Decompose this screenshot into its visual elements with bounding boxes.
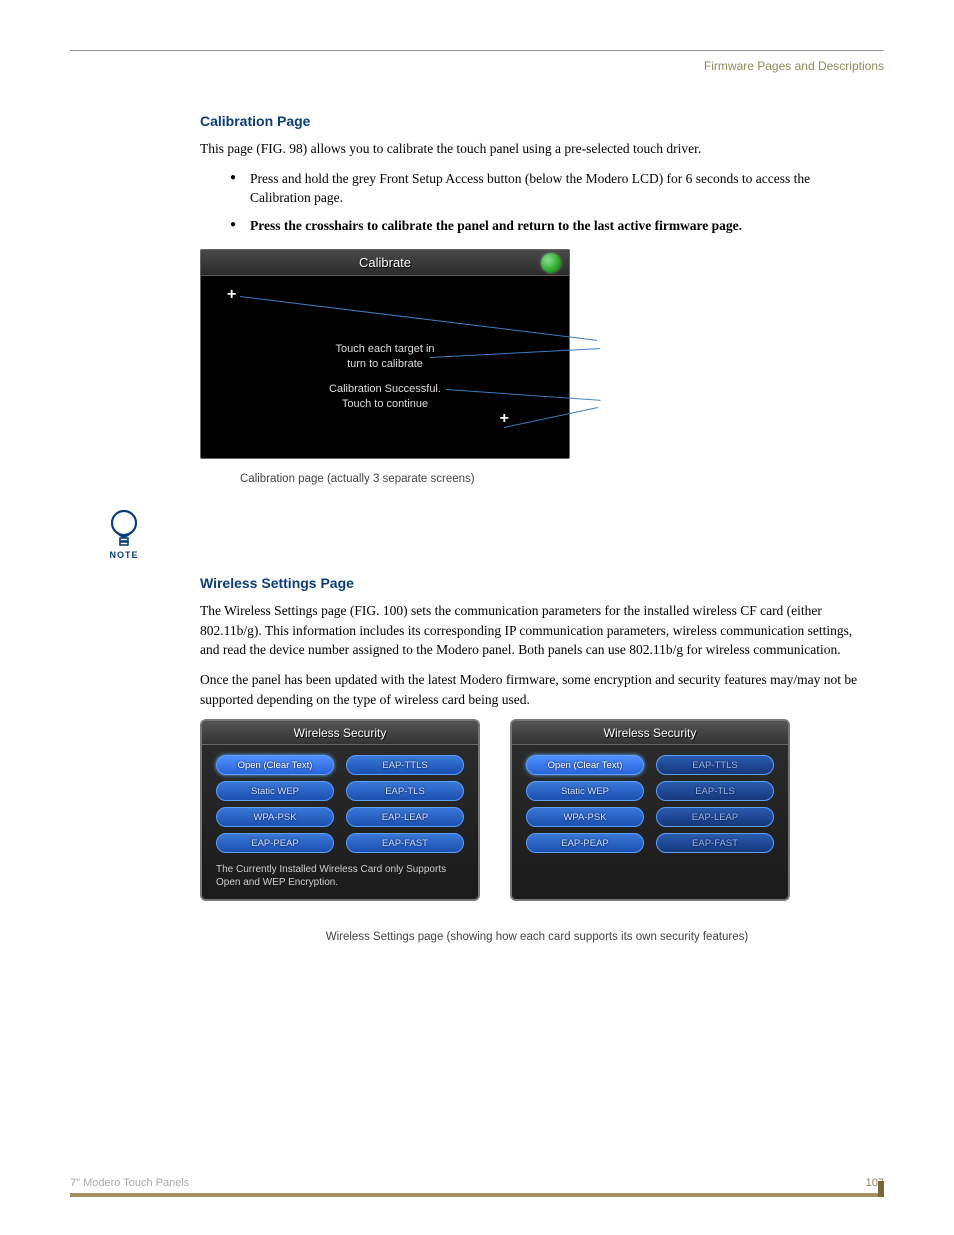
sec-btn-wpa-psk[interactable]: WPA-PSK — [526, 807, 644, 827]
bullet-text: Press and hold the grey Front Setup Acce… — [250, 171, 810, 206]
sec-btn-open[interactable]: Open (Clear Text) — [526, 755, 644, 775]
sec-btn-eap-ttls[interactable]: EAP-TTLS — [346, 755, 464, 775]
calibration-bullets: Press and hold the grey Front Setup Acce… — [230, 169, 874, 236]
wireless-figure: Wireless Security Open (Clear Text) EAP-… — [200, 719, 874, 901]
sec-btn-eap-peap[interactable]: EAP-PEAP — [526, 833, 644, 853]
bullet-item: Press the crosshairs to calibrate the pa… — [230, 216, 874, 236]
sec-btn-static-wep[interactable]: Static WEP — [526, 781, 644, 801]
calibrate-screenshot: Calibrate + + Touch each target in turn … — [200, 249, 570, 459]
running-header: Firmware Pages and Descriptions — [70, 59, 884, 73]
wireless-para-2: Once the panel has been updated with the… — [200, 670, 874, 709]
page-footer: 7" Modero Touch Panels 107 — [70, 1177, 884, 1197]
footer-doc-title: 7" Modero Touch Panels — [70, 1177, 189, 1189]
wireless-security-panel-right: Wireless Security Open (Clear Text) EAP-… — [510, 719, 790, 901]
msg-line: Touch to continue — [342, 398, 428, 410]
calibration-caption: Calibration page (actually 3 separate sc… — [240, 473, 874, 485]
sec-btn-eap-tls[interactable]: EAP-TLS — [346, 781, 464, 801]
note-callout: NOTE — [106, 508, 142, 560]
calibrate-msg-1: Touch each target in turn to calibrate — [201, 342, 569, 371]
calibration-figure: Calibrate + + Touch each target in turn … — [200, 249, 874, 485]
wireless-caption: Wireless Settings page (showing how each… — [200, 931, 874, 943]
bullet-item: Press and hold the grey Front Setup Acce… — [230, 169, 874, 208]
calibration-heading: Calibration Page — [200, 113, 874, 129]
msg-line: Touch each target in — [335, 343, 434, 355]
footer-accent — [878, 1181, 884, 1197]
wireless-security-panel-left: Wireless Security Open (Clear Text) EAP-… — [200, 719, 480, 901]
wireless-heading: Wireless Settings Page — [200, 575, 874, 591]
calibrate-title: Calibrate — [359, 255, 411, 270]
wireless-para-1: The Wireless Settings page (FIG. 100) se… — [200, 601, 874, 660]
calibrate-titlebar: Calibrate — [201, 250, 569, 276]
calibration-intro: This page (FIG. 98) allows you to calibr… — [200, 139, 874, 159]
sec-btn-eap-ttls[interactable]: EAP-TTLS — [656, 755, 774, 775]
sec-btn-wpa-psk[interactable]: WPA-PSK — [216, 807, 334, 827]
lightbulb-icon — [106, 508, 142, 548]
header-rule — [70, 50, 884, 51]
crosshair-icon: + — [227, 286, 236, 304]
calibrate-msg-2: Calibration Successful. Touch to continu… — [201, 382, 569, 411]
sec-btn-eap-fast[interactable]: EAP-FAST — [346, 833, 464, 853]
note-label: NOTE — [106, 550, 142, 560]
wireless-panel-title: Wireless Security — [202, 721, 478, 745]
sec-btn-eap-leap[interactable]: EAP-LEAP — [346, 807, 464, 827]
bullet-text: Press the crosshairs to calibrate the pa… — [250, 218, 742, 233]
sec-btn-open[interactable]: Open (Clear Text) — [216, 755, 334, 775]
sec-btn-eap-fast[interactable]: EAP-FAST — [656, 833, 774, 853]
sec-btn-eap-tls[interactable]: EAP-TLS — [656, 781, 774, 801]
msg-line: turn to calibrate — [347, 358, 423, 370]
sec-btn-eap-peap[interactable]: EAP-PEAP — [216, 833, 334, 853]
msg-line: Calibration Successful. — [329, 383, 441, 395]
status-disc-icon — [541, 253, 561, 273]
wireless-panel-title: Wireless Security — [512, 721, 788, 745]
sec-btn-eap-leap[interactable]: EAP-LEAP — [656, 807, 774, 827]
sec-btn-static-wep[interactable]: Static WEP — [216, 781, 334, 801]
wireless-left-note: The Currently Installed Wireless Card on… — [202, 859, 478, 889]
